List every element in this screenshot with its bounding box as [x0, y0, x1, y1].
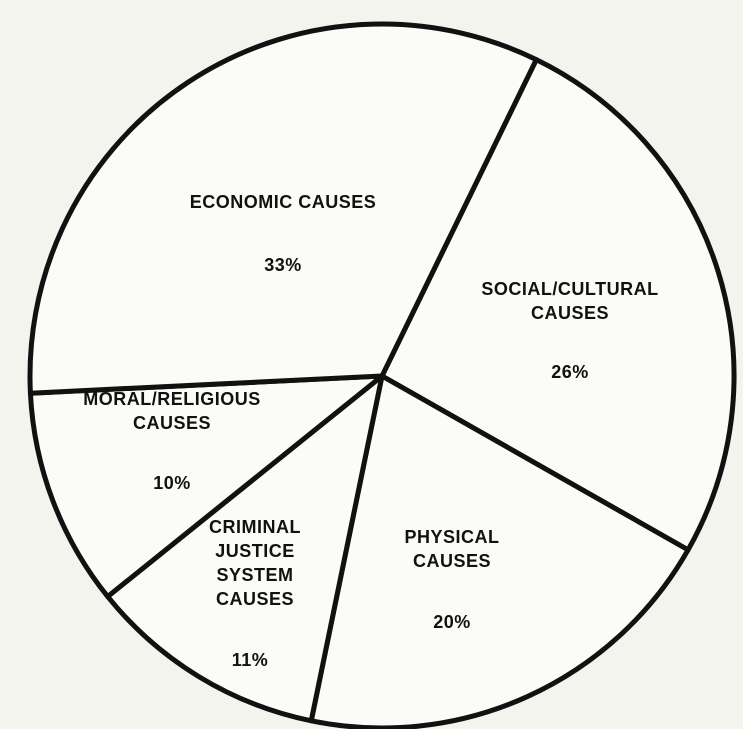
- slice-value-label: 20%: [433, 612, 471, 632]
- pie-slice: [27, 21, 539, 396]
- slice-label: ECONOMIC CAUSES: [189, 192, 377, 212]
- slice-value-label: 11%: [231, 650, 269, 670]
- slice-label: SOCIAL/CULTURAL CAUSES: [481, 279, 659, 323]
- slice-label: CRIMINAL JUSTICE SYSTEM CAUSES: [209, 517, 301, 609]
- slice-value-label: 10%: [153, 473, 191, 493]
- slice-label: MORAL/RELIGIOUS CAUSES: [83, 389, 261, 433]
- pie-slice: [27, 373, 385, 600]
- slice-value-label: 26%: [551, 362, 589, 382]
- pie-slice: [379, 57, 737, 553]
- slice-label: PHYSICAL CAUSES: [404, 527, 500, 571]
- slice-value-label: 33%: [264, 255, 302, 275]
- pie-slice: [105, 373, 385, 724]
- pie-slice: [308, 373, 691, 729]
